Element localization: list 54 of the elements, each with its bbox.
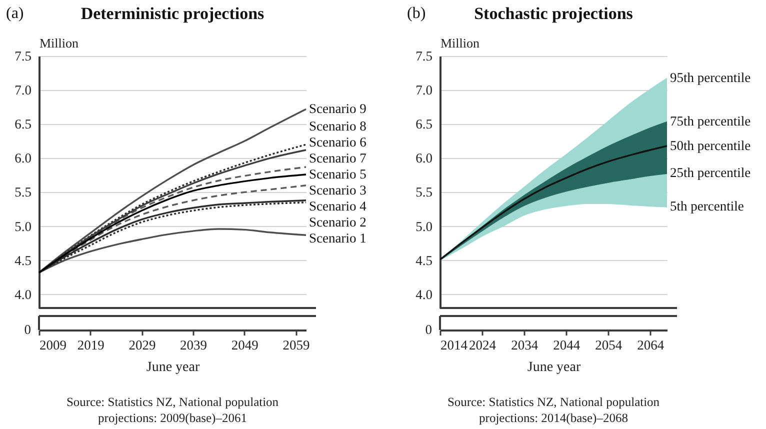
text: (a)	[6, 5, 24, 22]
y-tick-label: 6.5	[14, 116, 32, 132]
x-tick-label: 2029	[128, 338, 156, 352]
y-tick-label: 5.5	[14, 184, 32, 200]
x-tick-label: 2044	[553, 338, 580, 352]
y-tick-label: 7.5	[14, 48, 32, 64]
series-label: 50th percentile	[670, 138, 751, 153]
source-note: Source: Statistics NZ, National population projections: 2014(base)–2068	[447, 395, 660, 425]
series-label: Scenario 2	[309, 214, 366, 230]
y-tick-label: 4.0	[14, 286, 32, 302]
x-tick-label: 2049	[231, 338, 259, 352]
x-tick-label: 2064	[637, 338, 664, 352]
x-tick-label: 2024	[469, 338, 496, 352]
series-label: 5th percentile	[670, 198, 744, 214]
x-axis-title: June year	[146, 360, 200, 375]
x-axis-title: June year	[527, 360, 581, 375]
y-tick-label: 5.0	[416, 218, 433, 234]
x-tick-label: 2014	[440, 338, 468, 352]
x-tick-label: 2039	[180, 338, 208, 352]
series-label: Scenario 9	[309, 101, 367, 116]
x-tick-label: 2034	[511, 338, 538, 352]
source-note: Source: Statistics NZ, National population projections: 2009(base)–2061	[66, 395, 280, 425]
series-label: Scenario 1	[309, 230, 366, 246]
x-tick-label: 2019	[77, 338, 105, 352]
y-tick-label: 7.0	[14, 82, 32, 98]
y-tick-label: 4.0	[416, 286, 433, 302]
series-label: 75th percentile	[670, 113, 751, 128]
y-tick-label: 7.0	[416, 82, 433, 98]
series-label: Scenario 4	[309, 198, 367, 214]
y-tick-label: 6.5	[416, 116, 433, 132]
y-axis-title: Million	[440, 36, 480, 50]
chart-title: Deterministic projections	[80, 4, 265, 23]
series-label: 25th percentile	[670, 165, 751, 180]
chart-title: Stochastic projections	[474, 4, 634, 23]
y-tick-label: 5.5	[416, 184, 433, 200]
series-label: Scenario 8	[309, 118, 367, 134]
series-label: Scenario 6	[309, 134, 367, 150]
series-label: Scenario 3	[309, 182, 367, 198]
text: 0	[425, 322, 432, 337]
y-axis-title: Million	[40, 36, 80, 50]
series-label: Scenario 7	[309, 150, 367, 166]
series-label: Scenario 5	[309, 166, 367, 182]
y-tick-label: 4.5	[416, 252, 433, 268]
x-tick-label: 2009	[40, 338, 67, 352]
text: 0	[24, 322, 32, 337]
x-tick-label: 2059	[282, 338, 310, 352]
y-tick-label: 4.5	[14, 252, 32, 268]
y-tick-label: 7.5	[416, 48, 433, 64]
y-tick-label: 6.0	[416, 150, 433, 166]
x-tick-label: 2054	[595, 338, 622, 352]
y-tick-label: 5.0	[14, 218, 32, 234]
text: (b)	[407, 5, 426, 22]
series-label: 95th percentile	[670, 70, 751, 85]
y-tick-label: 6.0	[14, 150, 32, 166]
